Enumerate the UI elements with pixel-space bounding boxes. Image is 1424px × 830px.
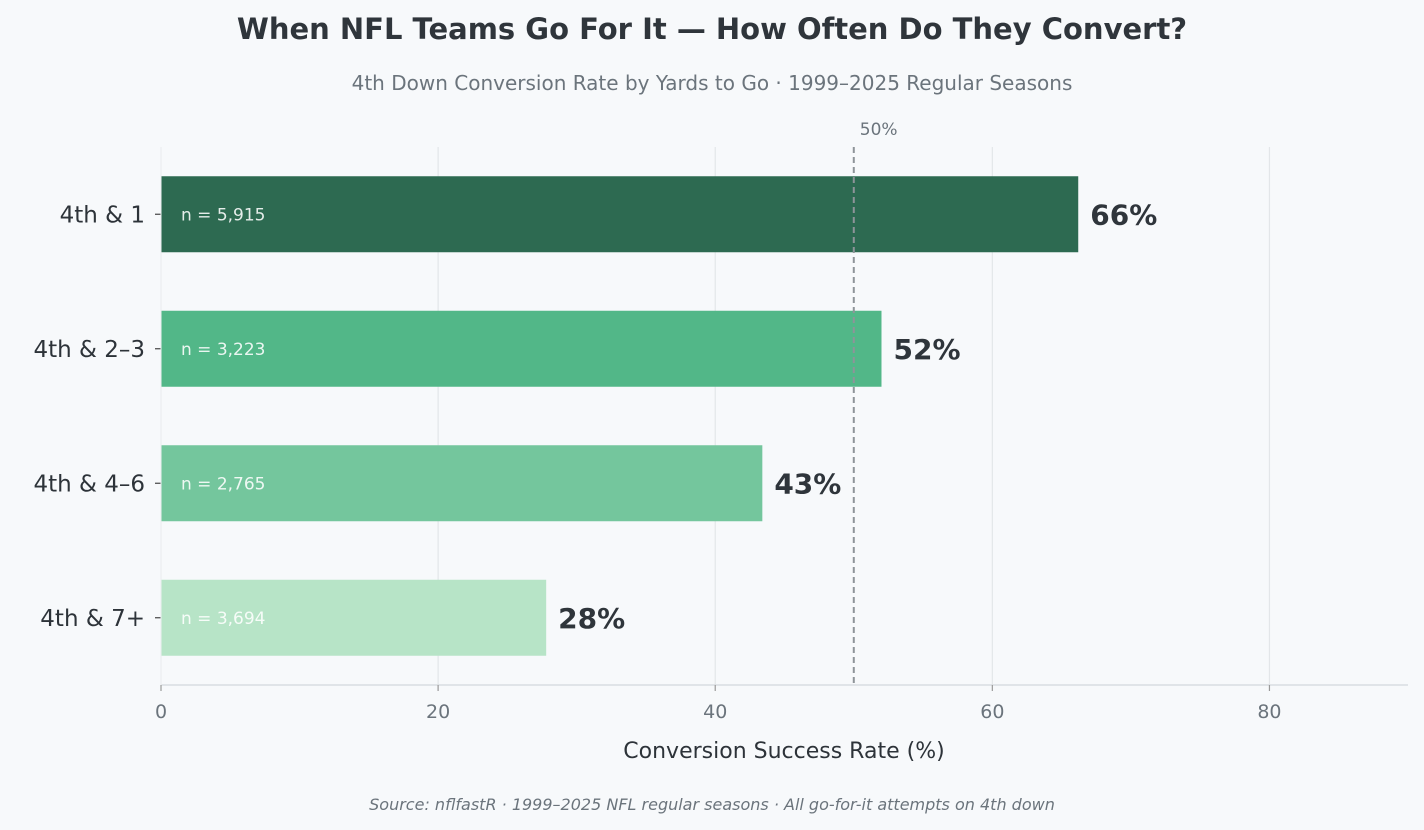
value-label: 28% (558, 602, 625, 635)
x-tick-label: 40 (703, 701, 727, 723)
x-tick-label: 0 (155, 701, 167, 723)
bar (161, 445, 763, 522)
bar (161, 579, 547, 656)
sample-size-label: n = 3,223 (181, 340, 266, 360)
sample-size-label: n = 2,765 (181, 474, 266, 494)
value-label: 52% (893, 333, 960, 366)
y-tick-label: 4th & 7+ (40, 606, 145, 632)
bars: n = 5,915 66% n = 3,223 52% n = 2,765 43% n = … (161, 176, 1157, 656)
x-tick-label: 60 (980, 701, 1004, 723)
x-tick-label: 20 (426, 701, 450, 723)
bar (161, 176, 1079, 253)
reference-line-label: 50% (860, 120, 898, 140)
y-tick-label: 4th & 2–3 (33, 337, 145, 363)
value-label: 43% (774, 467, 841, 500)
reference-line-group: 50% (852, 120, 898, 685)
chart-subtitle: 4th Down Conversion Rate by Yards to Go … (351, 71, 1073, 95)
chart-title: When NFL Teams Go For It — How Often Do … (236, 12, 1188, 46)
value-label: 66% (1090, 198, 1157, 231)
sample-size-label: n = 5,915 (181, 205, 266, 225)
sample-size-label: n = 3,694 (181, 609, 266, 629)
y-tick-label: 4th & 1 (60, 202, 145, 228)
axes: 4th & 1 4th & 2–3 4th & 4–6 4th & 7+ 0 20 40 60… (33, 147, 1408, 723)
source-note: Source: nflfastR · 1999–2025 NFL regular… (369, 795, 1055, 814)
x-tick-label: 80 (1257, 701, 1281, 723)
y-tick-label: 4th & 4–6 (33, 471, 145, 497)
x-axis-label: Conversion Success Rate (%) (623, 739, 944, 764)
bar (161, 310, 882, 387)
